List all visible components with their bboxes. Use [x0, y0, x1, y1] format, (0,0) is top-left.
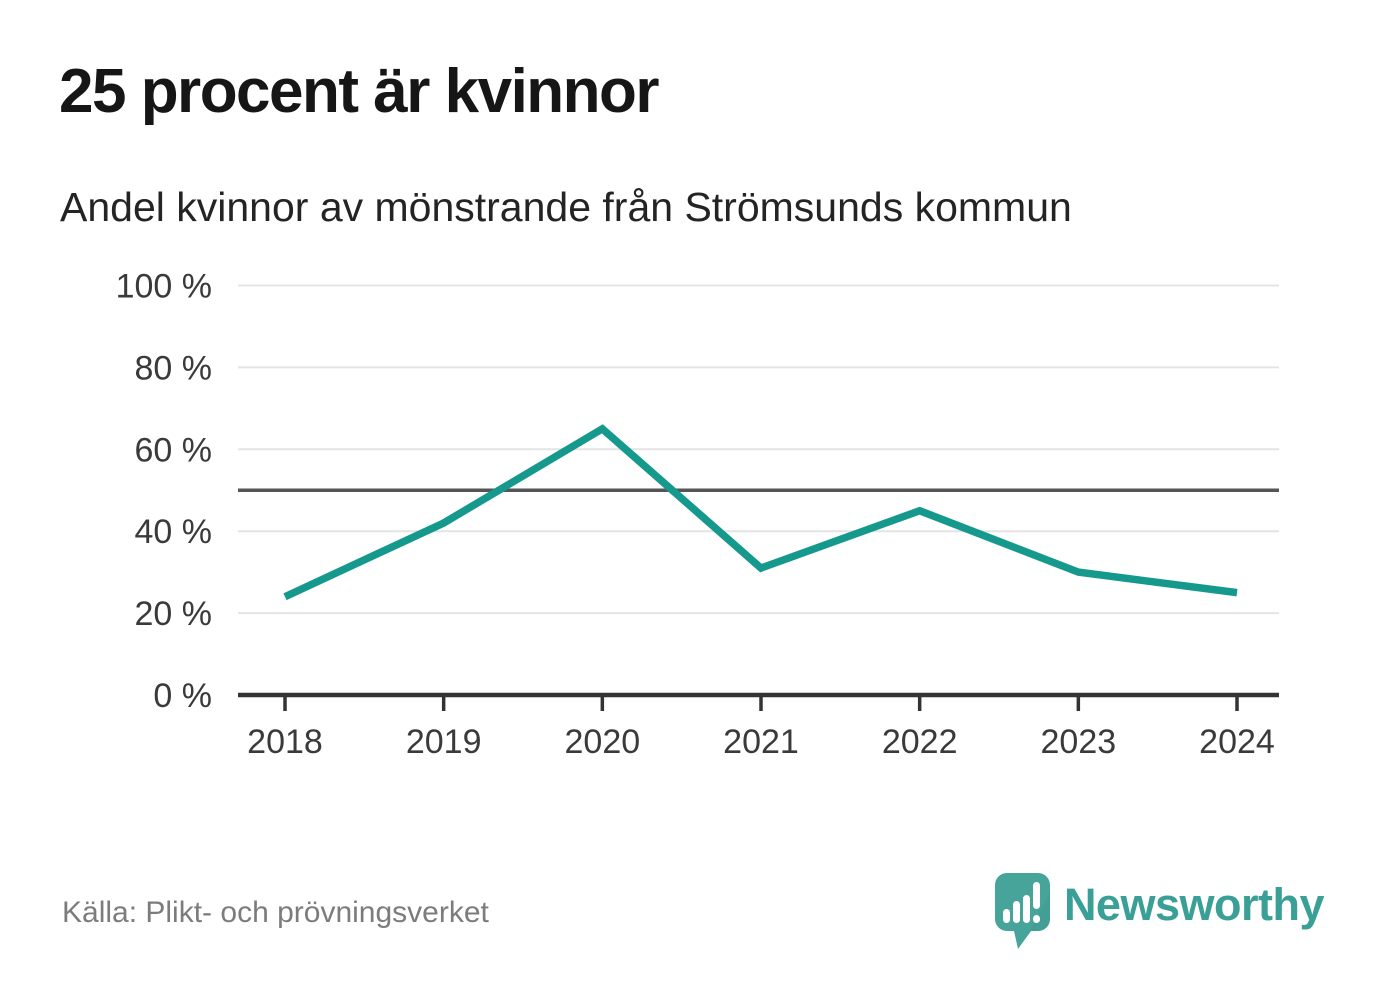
data-line	[283, 424, 1238, 601]
x-axis-label: 2021	[723, 723, 799, 761]
x-axis-label: 2018	[247, 723, 323, 761]
y-axis-label: 80 %	[135, 349, 213, 387]
logo-bar-1	[1002, 909, 1010, 923]
newsworthy-logo: Newsworthy	[994, 872, 1325, 950]
y-axis-label: 100 %	[116, 268, 212, 306]
logo-bubble-shade	[1025, 892, 1050, 938]
x-axis-label: 2022	[882, 723, 958, 761]
logo-exclamation-bar	[1032, 882, 1040, 909]
chart-title: 25 procent är kvinnor	[59, 57, 660, 126]
y-axis-label: 40 %	[135, 513, 213, 551]
x-axis-label: 2024	[1199, 723, 1275, 761]
x-axis-label: 2020	[565, 723, 641, 761]
y-axis-label: 0 %	[153, 677, 212, 715]
source-note: Källa: Plikt- och prövningsverket	[62, 896, 489, 929]
newsworthy-logo-text: Newsworthy	[1063, 878, 1325, 930]
logo-bar-2	[1012, 901, 1020, 923]
x-axis-label: 2023	[1041, 723, 1117, 761]
y-axis-label: 60 %	[135, 431, 213, 469]
logo-bar-3	[1022, 895, 1030, 923]
x-axis-label: 2019	[406, 723, 482, 761]
y-axis-label: 20 %	[135, 595, 213, 633]
newsworthy-logo-icon	[994, 873, 1050, 949]
chart-subtitle: Andel kvinnor av mönstrande från Strömsu…	[60, 184, 1072, 230]
logo-exclamation-dot	[1032, 915, 1040, 923]
